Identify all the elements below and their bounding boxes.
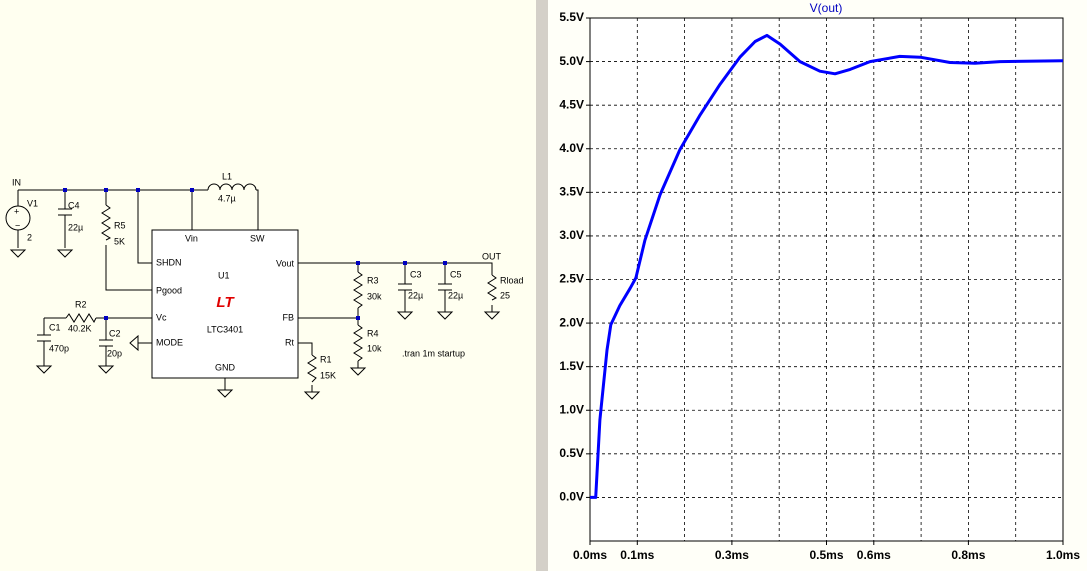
trace (590, 33, 1064, 499)
y-tick-label: 5.0V (559, 54, 584, 68)
pin: Vin (185, 233, 198, 243)
minus: − (15, 220, 20, 230)
ref: R4 (367, 328, 379, 338)
x-tick-label: 0.0ms (573, 548, 607, 562)
y-tick-label: 3.5V (559, 185, 584, 199)
spice-directive: .tran 1m startup (402, 348, 465, 358)
ref: V1 (27, 198, 38, 208)
ref: C4 (68, 200, 80, 210)
y-tick-label: 2.0V (559, 315, 584, 329)
ref: C3 (410, 269, 422, 279)
pin: GND (215, 362, 236, 372)
net-label: IN (12, 177, 21, 187)
ref: R3 (367, 275, 379, 285)
value: 2 (27, 232, 32, 242)
ref: R1 (320, 354, 332, 364)
ref: C1 (49, 322, 61, 332)
ref: L1 (222, 171, 232, 181)
value: 22µ (448, 290, 463, 300)
ref: C5 (450, 269, 462, 279)
x-tick-label: 0.1ms (620, 548, 654, 562)
value: 4.7µ (218, 193, 236, 203)
pin: SW (250, 233, 265, 243)
x-tick-label: 0.6ms (857, 548, 891, 562)
plot: V(out) 0.0V 0.5V 1.0V 1.5V 2.0V 2.5V 3.0V 3.5V 4… (559, 1, 1080, 562)
plot-frame (589, 17, 1064, 542)
ref: R2 (75, 299, 87, 309)
value: 22µ (68, 222, 83, 232)
part-name: LTC3401 (207, 324, 243, 334)
value: 30k (367, 291, 382, 301)
x-tick-label: 0.8ms (951, 548, 985, 562)
ref: C2 (109, 328, 121, 338)
y-tick-label: 3.0V (559, 228, 584, 242)
pin: FB (282, 312, 294, 322)
pin: Pgood (156, 285, 182, 295)
plus: + (14, 206, 19, 216)
value: 25 (500, 290, 510, 300)
y-tick-label: 1.5V (559, 359, 584, 373)
value: 470p (49, 343, 69, 353)
schematic: + − IN V1 2 C4 22µ R5 5K L1 4.7µ Vin SW … (5, 171, 524, 400)
net-label: OUT (482, 251, 502, 261)
value: 15K (320, 370, 336, 380)
x-tick-label: 1.0ms (1046, 548, 1080, 562)
value: 20p (107, 348, 122, 358)
value: 10k (367, 343, 382, 353)
ref: R5 (114, 220, 126, 230)
pin: SHDN (156, 257, 182, 267)
y-tick-label: 4.0V (559, 141, 584, 155)
y-tick-label: 2.5V (559, 272, 584, 286)
pin: Vc (156, 312, 167, 322)
x-tick-label: 0.5ms (809, 548, 843, 562)
wires (5, 183, 501, 400)
pin: MODE (156, 337, 183, 347)
logo: LT (216, 294, 235, 311)
chart-title: V(out) (810, 1, 843, 15)
x-tick-label: 0.3ms (715, 548, 749, 562)
y-tick-label: 5.5V (559, 10, 584, 24)
junctions (63, 188, 447, 320)
ref: U1 (218, 270, 230, 280)
pin: Rt (285, 337, 294, 347)
ref: Rload (500, 275, 524, 285)
value: 5K (114, 236, 125, 246)
y-tick-label: 0.0V (559, 490, 584, 504)
pin: Vout (276, 258, 295, 268)
y-tick-label: 0.5V (559, 446, 584, 460)
value: 40.2K (68, 323, 92, 333)
y-tick-label: 1.0V (559, 402, 584, 416)
y-tick-label: 4.5V (559, 97, 584, 111)
value: 22µ (408, 290, 423, 300)
